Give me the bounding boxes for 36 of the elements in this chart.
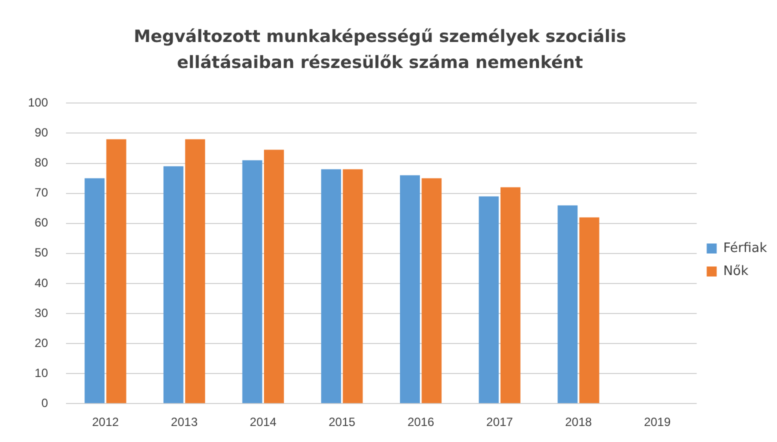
y-tick-label: 70	[34, 186, 48, 200]
bar	[264, 150, 284, 404]
y-tick-label: 80	[34, 156, 48, 170]
x-tick-label: 2018	[565, 415, 592, 430]
bar	[500, 187, 520, 404]
x-tick-label: 2016	[407, 415, 434, 430]
bar	[106, 139, 126, 404]
y-tick-label: 40	[34, 276, 48, 290]
x-tick-label: 2014	[250, 415, 277, 430]
bar	[163, 166, 184, 404]
y-tick-label: 0	[41, 396, 48, 410]
y-tick-label: 30	[34, 306, 48, 320]
x-tick-label: 2012	[92, 415, 120, 430]
y-tick-label: 100	[28, 96, 48, 110]
bar	[478, 196, 499, 404]
bar	[242, 160, 262, 404]
y-tick-label: 20	[34, 336, 48, 350]
bar	[84, 178, 105, 404]
legend-label: Férfiak	[723, 240, 768, 256]
legend-label: Nők	[723, 264, 749, 279]
x-tick-label: 2019	[644, 415, 671, 430]
y-tick-label: 50	[34, 246, 48, 260]
bar	[579, 217, 600, 404]
y-tick-label: 10	[34, 366, 48, 380]
bar	[422, 178, 442, 404]
bar	[400, 175, 420, 404]
y-tick-label: 60	[34, 216, 48, 230]
bar	[185, 139, 206, 404]
x-tick-label: 2017	[486, 415, 514, 430]
bar	[342, 169, 363, 404]
bar	[558, 205, 578, 404]
bar	[321, 169, 342, 404]
x-tick-label: 2015	[328, 415, 356, 430]
y-tick-label: 90	[34, 126, 48, 140]
x-tick-label: 2013	[170, 415, 198, 430]
chart-title: Megváltozott munkaképességű személyek szociális ellátásaiban részesülők száma nemenként	[132, 26, 628, 75]
